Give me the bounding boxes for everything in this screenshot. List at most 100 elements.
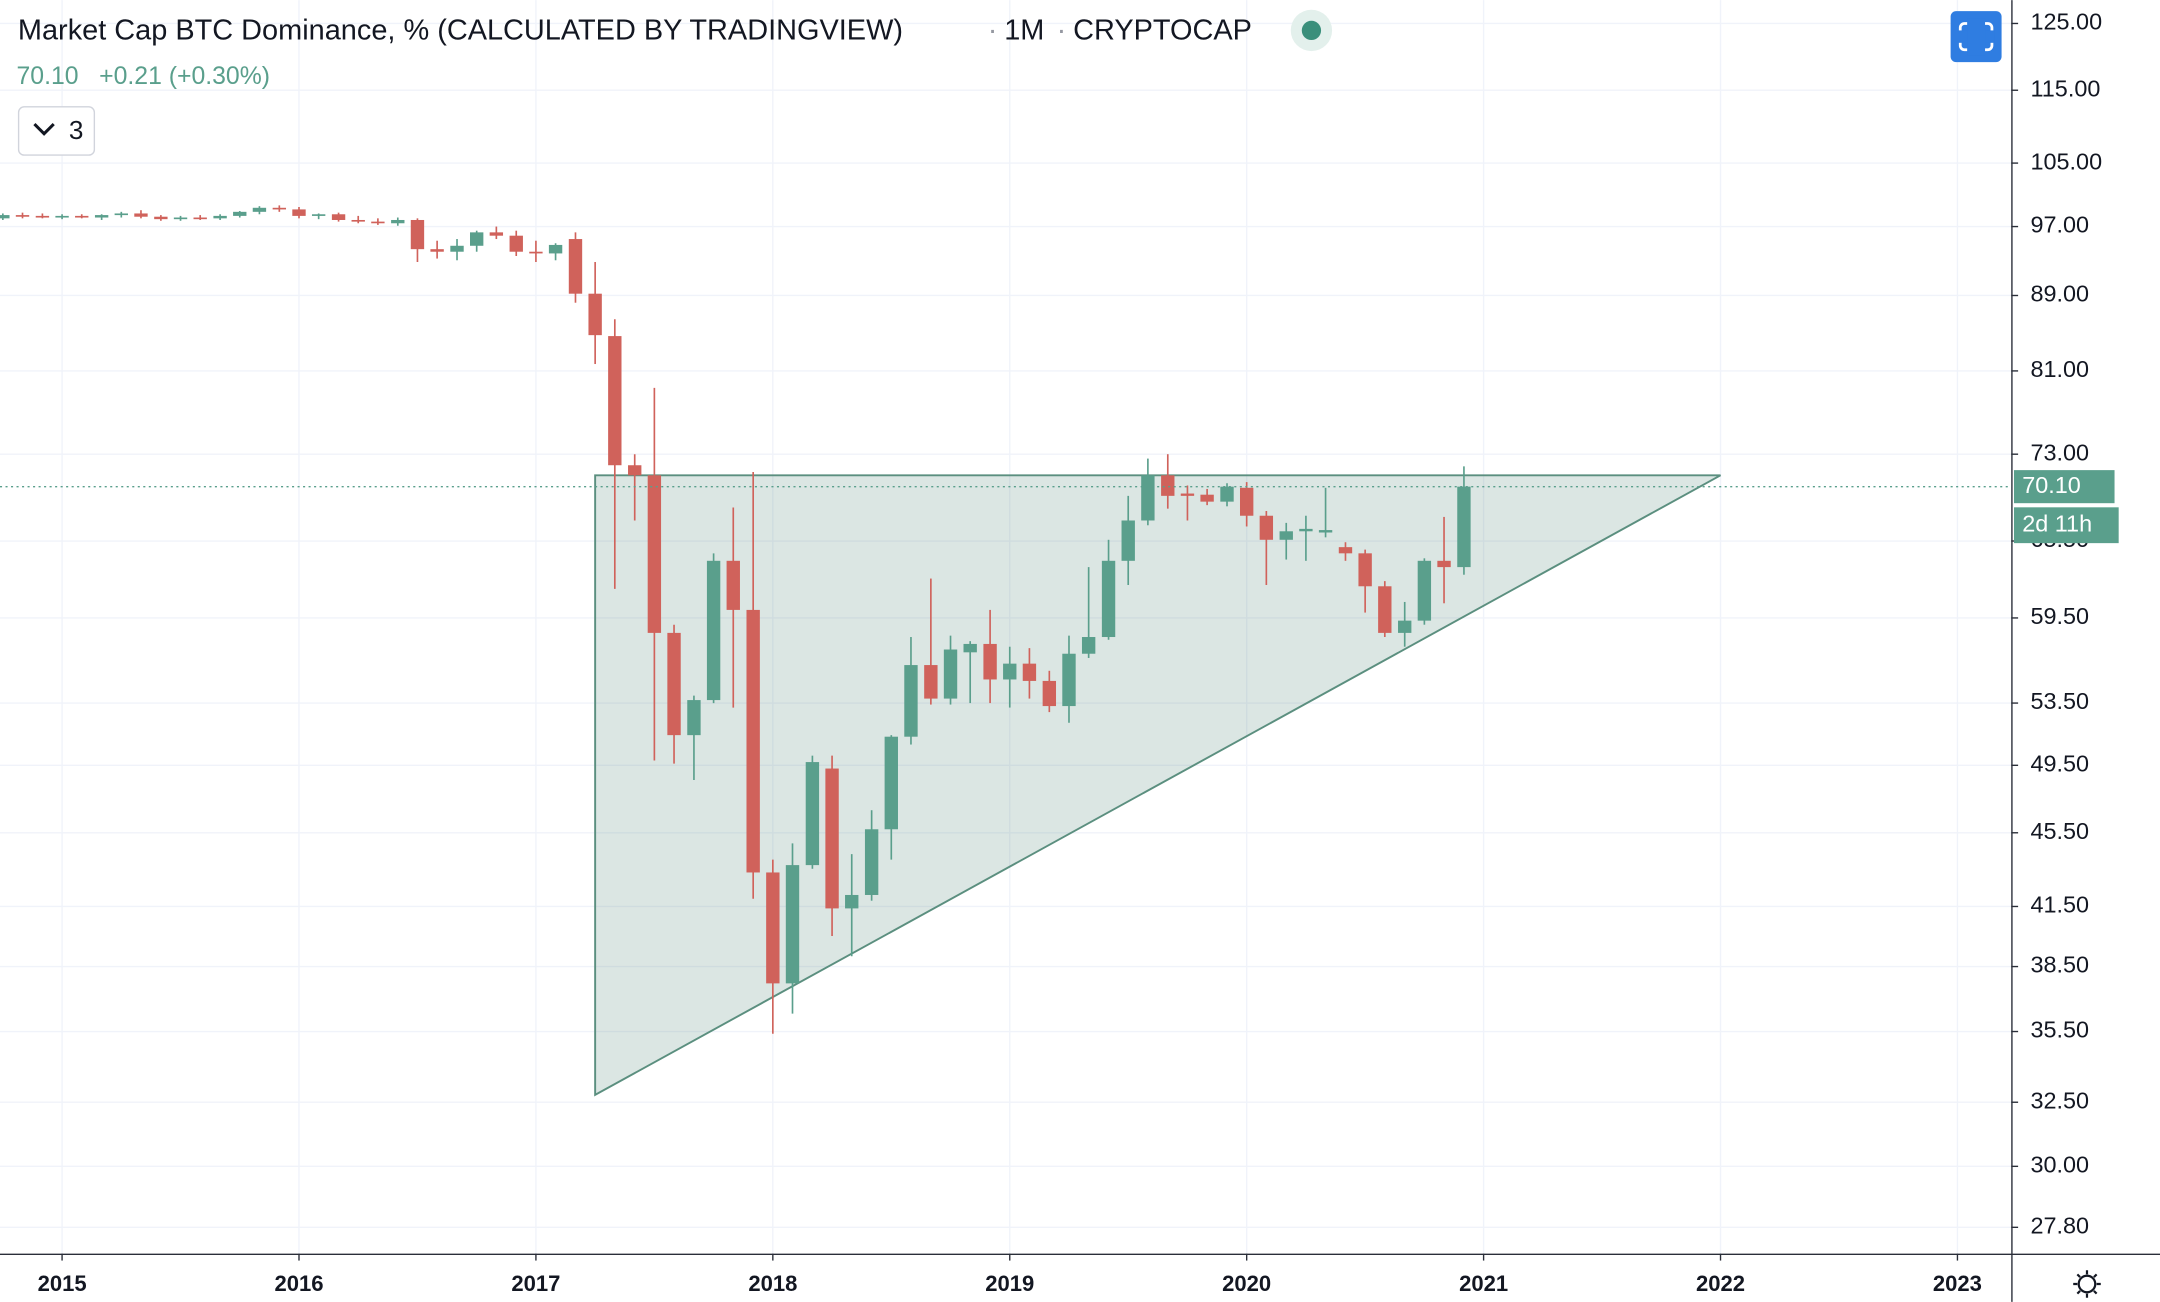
separator: ·: [1057, 14, 1067, 46]
price-label: 70.10: [2022, 472, 2081, 498]
y-tick-label: 38.50: [2031, 952, 2090, 978]
candle-body: [134, 213, 148, 217]
fullscreen-icon-gap: [1967, 18, 1986, 56]
candle-body: [548, 244, 563, 254]
candle-body: [430, 249, 444, 252]
x-tick-label: 2017: [511, 1271, 560, 1296]
y-tick-label: 35.50: [2031, 1017, 2090, 1043]
y-tick-label: 59.50: [2031, 603, 2090, 629]
candle-body: [983, 643, 997, 680]
price-label-box: [2013, 470, 2115, 504]
candle-body: [647, 475, 662, 633]
candle-body: [331, 214, 346, 220]
candle-body: [943, 649, 958, 699]
candle-body: [1003, 663, 1017, 680]
candle-body: [529, 251, 543, 254]
pattern-triangle: [594, 474, 1721, 1097]
candle-body: [805, 762, 820, 866]
candle-body: [845, 894, 859, 909]
market-status-dot: [1301, 20, 1322, 41]
candle-body: [391, 219, 405, 224]
candle-body: [904, 665, 918, 737]
candle-body: [55, 215, 69, 218]
y-tick-label: 53.50: [2031, 688, 2090, 714]
candle-body: [311, 214, 326, 216]
candle-body: [1417, 560, 1432, 621]
candle-body: [1101, 560, 1116, 638]
candle-body: [233, 211, 247, 216]
candle-body: [726, 560, 740, 610]
candle-body: [1299, 528, 1313, 532]
last-price: 70.10: [17, 63, 79, 90]
candle-body: [1437, 560, 1451, 568]
candle-body: [94, 215, 109, 218]
candle-body: [509, 235, 523, 252]
candle-body: [213, 215, 227, 219]
candle-body: [1398, 620, 1412, 633]
candle-body: [746, 609, 760, 873]
axes: 125.00115.00105.0097.0089.0081.0073.0065…: [38, 9, 2119, 1296]
candle-body: [884, 736, 898, 830]
y-tick-label: 27.80: [2031, 1213, 2090, 1239]
y-tick-label: 97.00: [2031, 212, 2090, 238]
candle-body: [1022, 663, 1037, 681]
countdown: 2d 11h: [2022, 510, 2092, 536]
candle-body: [568, 239, 583, 294]
candle-body: [114, 213, 128, 216]
candle-body: [371, 221, 385, 224]
candle-body: [1121, 520, 1135, 561]
candle-body: [450, 245, 464, 252]
candle-body: [1259, 515, 1274, 540]
candle-body: [1161, 475, 1175, 496]
candle-body: [1338, 547, 1353, 554]
candle-body: [706, 560, 721, 701]
countdown-box: [2013, 507, 2119, 544]
candle-body: [766, 872, 780, 984]
candle-body: [173, 217, 188, 220]
candle-body: [469, 232, 484, 246]
candle-body: [272, 207, 287, 210]
candle-body: [924, 665, 938, 699]
plot-area: [0, 205, 2012, 1097]
candle-body: [154, 216, 168, 220]
y-tick-label: 125.00: [2031, 9, 2103, 35]
candle-body: [1141, 475, 1155, 521]
candle-body: [825, 768, 839, 909]
candle-body: [1239, 487, 1254, 516]
y-tick-label: 45.50: [2031, 818, 2090, 844]
y-tick-label: 73.00: [2031, 439, 2090, 465]
grid: [0, 0, 2012, 1254]
exchange: CRYPTOCAP: [1073, 14, 1252, 46]
candle-body: [15, 215, 30, 217]
separator: ·: [988, 14, 998, 46]
x-tick-label: 2018: [748, 1271, 797, 1296]
price-change: +0.21 (+0.30%): [99, 63, 270, 90]
candle-body: [0, 215, 10, 219]
interval[interactable]: 1M: [1004, 14, 1044, 46]
candle-body: [667, 632, 681, 736]
indicator-count: 3: [69, 115, 84, 145]
chart-title: Market Cap BTC Dominance, % (CALCULATED …: [18, 14, 903, 46]
gear-ring: [2077, 1274, 2097, 1294]
candle-body: [1318, 530, 1333, 533]
y-tick-label: 49.50: [2031, 750, 2090, 776]
candle-body: [1042, 680, 1057, 707]
x-tick-label: 2020: [1222, 1271, 1271, 1296]
candle-body: [1457, 486, 1471, 568]
candle-body: [35, 215, 50, 218]
candle-body: [1358, 553, 1372, 587]
candle-body: [1200, 494, 1214, 502]
candle-body: [1378, 586, 1392, 633]
indicator-toggle[interactable]: [17, 106, 96, 156]
candle-body: [608, 336, 622, 466]
candle-body: [628, 465, 642, 476]
y-tick-label: 32.50: [2031, 1087, 2090, 1113]
y-tick-label: 30.00: [2031, 1152, 2090, 1178]
x-tick-label: 2019: [985, 1271, 1034, 1296]
candle-body: [1220, 486, 1234, 502]
y-tick-label: 89.00: [2031, 281, 2090, 307]
y-tick-label: 105.00: [2031, 148, 2103, 174]
candle-body: [963, 643, 977, 653]
